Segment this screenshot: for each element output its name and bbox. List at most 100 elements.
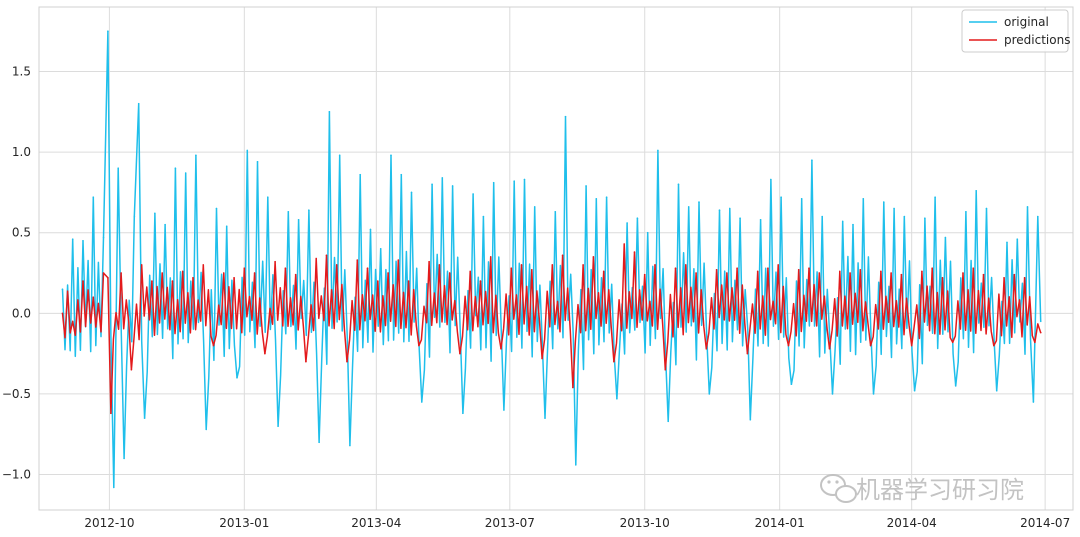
data-point-predictions [102,272,105,274]
series-layer [61,30,1042,489]
data-point-original [143,417,146,419]
data-point-predictions [1034,341,1036,344]
data-point-original [390,154,392,157]
data-point-predictions [366,267,369,269]
data-point-predictions [715,268,718,271]
data-point-predictions [839,270,841,273]
data-point-original [657,149,659,152]
legend-label-original: original [1004,15,1049,29]
data-point-original [831,393,834,395]
data-point-predictions [572,386,574,389]
data-point-predictions [1039,331,1042,334]
data-point-predictions [674,267,677,269]
data-point-original [811,159,813,161]
data-point-predictions [531,268,533,271]
data-point-predictions [541,357,543,360]
data-point-predictions [869,344,872,347]
data-point-original [924,217,926,219]
y-tick-label: −1.0 [2,468,31,482]
data-point-predictions [489,256,492,258]
data-point-original [215,207,218,210]
data-point-original [349,444,351,447]
data-point-original [256,160,259,163]
data-point-original [195,154,197,157]
data-point-predictions [736,267,738,269]
data-point-original [1039,320,1042,323]
data-point-original [297,219,300,221]
data-point-predictions [921,270,923,273]
data-point-predictions [900,273,903,276]
data-point-original [687,206,690,208]
data-point-original [410,191,413,194]
data-point-original [359,173,362,176]
data-point-original [1006,241,1008,244]
data-point-original [462,412,464,415]
data-point-predictions [592,256,595,258]
data-point-original [61,288,64,290]
data-point-original [749,418,752,421]
data-point-predictions [294,273,297,276]
data-point-original [1037,215,1039,218]
data-point-original [646,231,649,234]
data-point-original [677,183,680,186]
data-point-predictions [582,264,584,266]
data-point-original [236,377,238,379]
data-point-predictions [305,360,307,363]
data-point-original [164,223,166,226]
x-tick-label: 2013-04 [351,516,401,530]
data-point-predictions [705,347,708,350]
data-point-original [975,189,977,192]
data-point-predictions [777,264,779,266]
data-point-predictions [71,320,74,323]
data-point-original [965,210,967,213]
data-point-predictions [161,272,163,274]
data-point-original [995,389,998,392]
data-point-predictions [602,270,605,273]
data-point-original [585,185,587,187]
data-point-predictions [92,296,95,298]
data-point-predictions [818,272,821,274]
data-point-predictions [335,264,338,266]
data-point-original [492,181,495,184]
data-point-original [636,217,639,219]
data-point-original [431,183,433,186]
data-point-predictions [120,272,122,274]
data-point-original [1032,401,1035,403]
data-point-predictions [500,347,502,350]
data-point-predictions [459,352,461,355]
data-point-predictions [787,344,790,347]
data-point-predictions [469,270,472,273]
data-point-predictions [346,360,348,363]
data-point-predictions [1003,277,1005,279]
data-point-predictions [448,272,451,274]
data-point-original [667,420,669,423]
data-point-predictions [1023,277,1026,279]
data-point-predictions [223,272,225,274]
data-point-predictions [664,368,667,371]
data-point-original [174,167,177,170]
data-point-original [770,178,772,181]
y-axis-tick-labels: −1.0 −0.5 0.0 0.5 1.0 1.5 [2,64,31,481]
data-point-predictions [972,267,975,269]
data-point-original [482,215,485,218]
data-point-predictions [181,270,184,273]
data-point-predictions [171,280,174,282]
data-point-predictions [756,270,759,273]
data-point-predictions [643,273,646,276]
data-point-predictions [418,344,420,347]
data-point-predictions [613,360,615,363]
data-point-predictions [510,267,513,269]
data-point-original [739,217,741,219]
data-point-original [718,209,721,211]
data-point-predictions [397,259,400,261]
data-point-original [595,198,598,200]
data-point-original [82,239,84,242]
data-point-original [441,177,444,179]
data-point-predictions [767,267,769,269]
data-point-predictions [951,341,954,344]
data-point-original [759,219,762,221]
data-point-original [154,212,156,215]
data-point-original [575,464,577,466]
data-point-original [205,428,207,431]
data-point-original [71,238,74,240]
